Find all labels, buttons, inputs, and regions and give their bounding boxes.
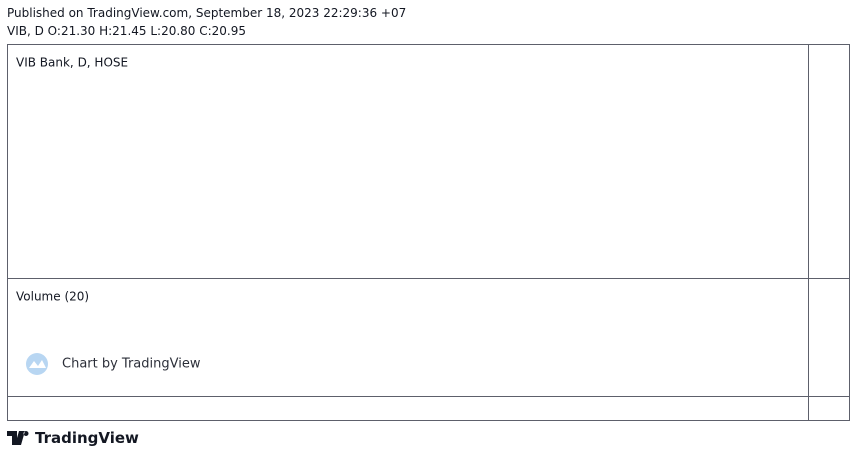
watermark: Chart by TradingView: [62, 357, 201, 372]
brand-icon: [7, 431, 29, 445]
chart-frame: [7, 44, 850, 421]
ohlc-header: VIB, D O:21.30 H:21.45 L:20.80 C:20.95: [7, 24, 247, 38]
published-note: Published on TradingView.com, September …: [7, 6, 407, 20]
brand-logo: TradingView: [7, 429, 139, 447]
volume-legend: Volume (20): [16, 290, 89, 304]
main-legend: VIB Bank, D, HOSE: [16, 56, 128, 70]
watermark-logo: [26, 353, 48, 375]
chart: VIB Bank, D, HOSE Volume (20) Chart by T…: [7, 44, 850, 421]
brand-name: TradingView: [35, 429, 139, 447]
